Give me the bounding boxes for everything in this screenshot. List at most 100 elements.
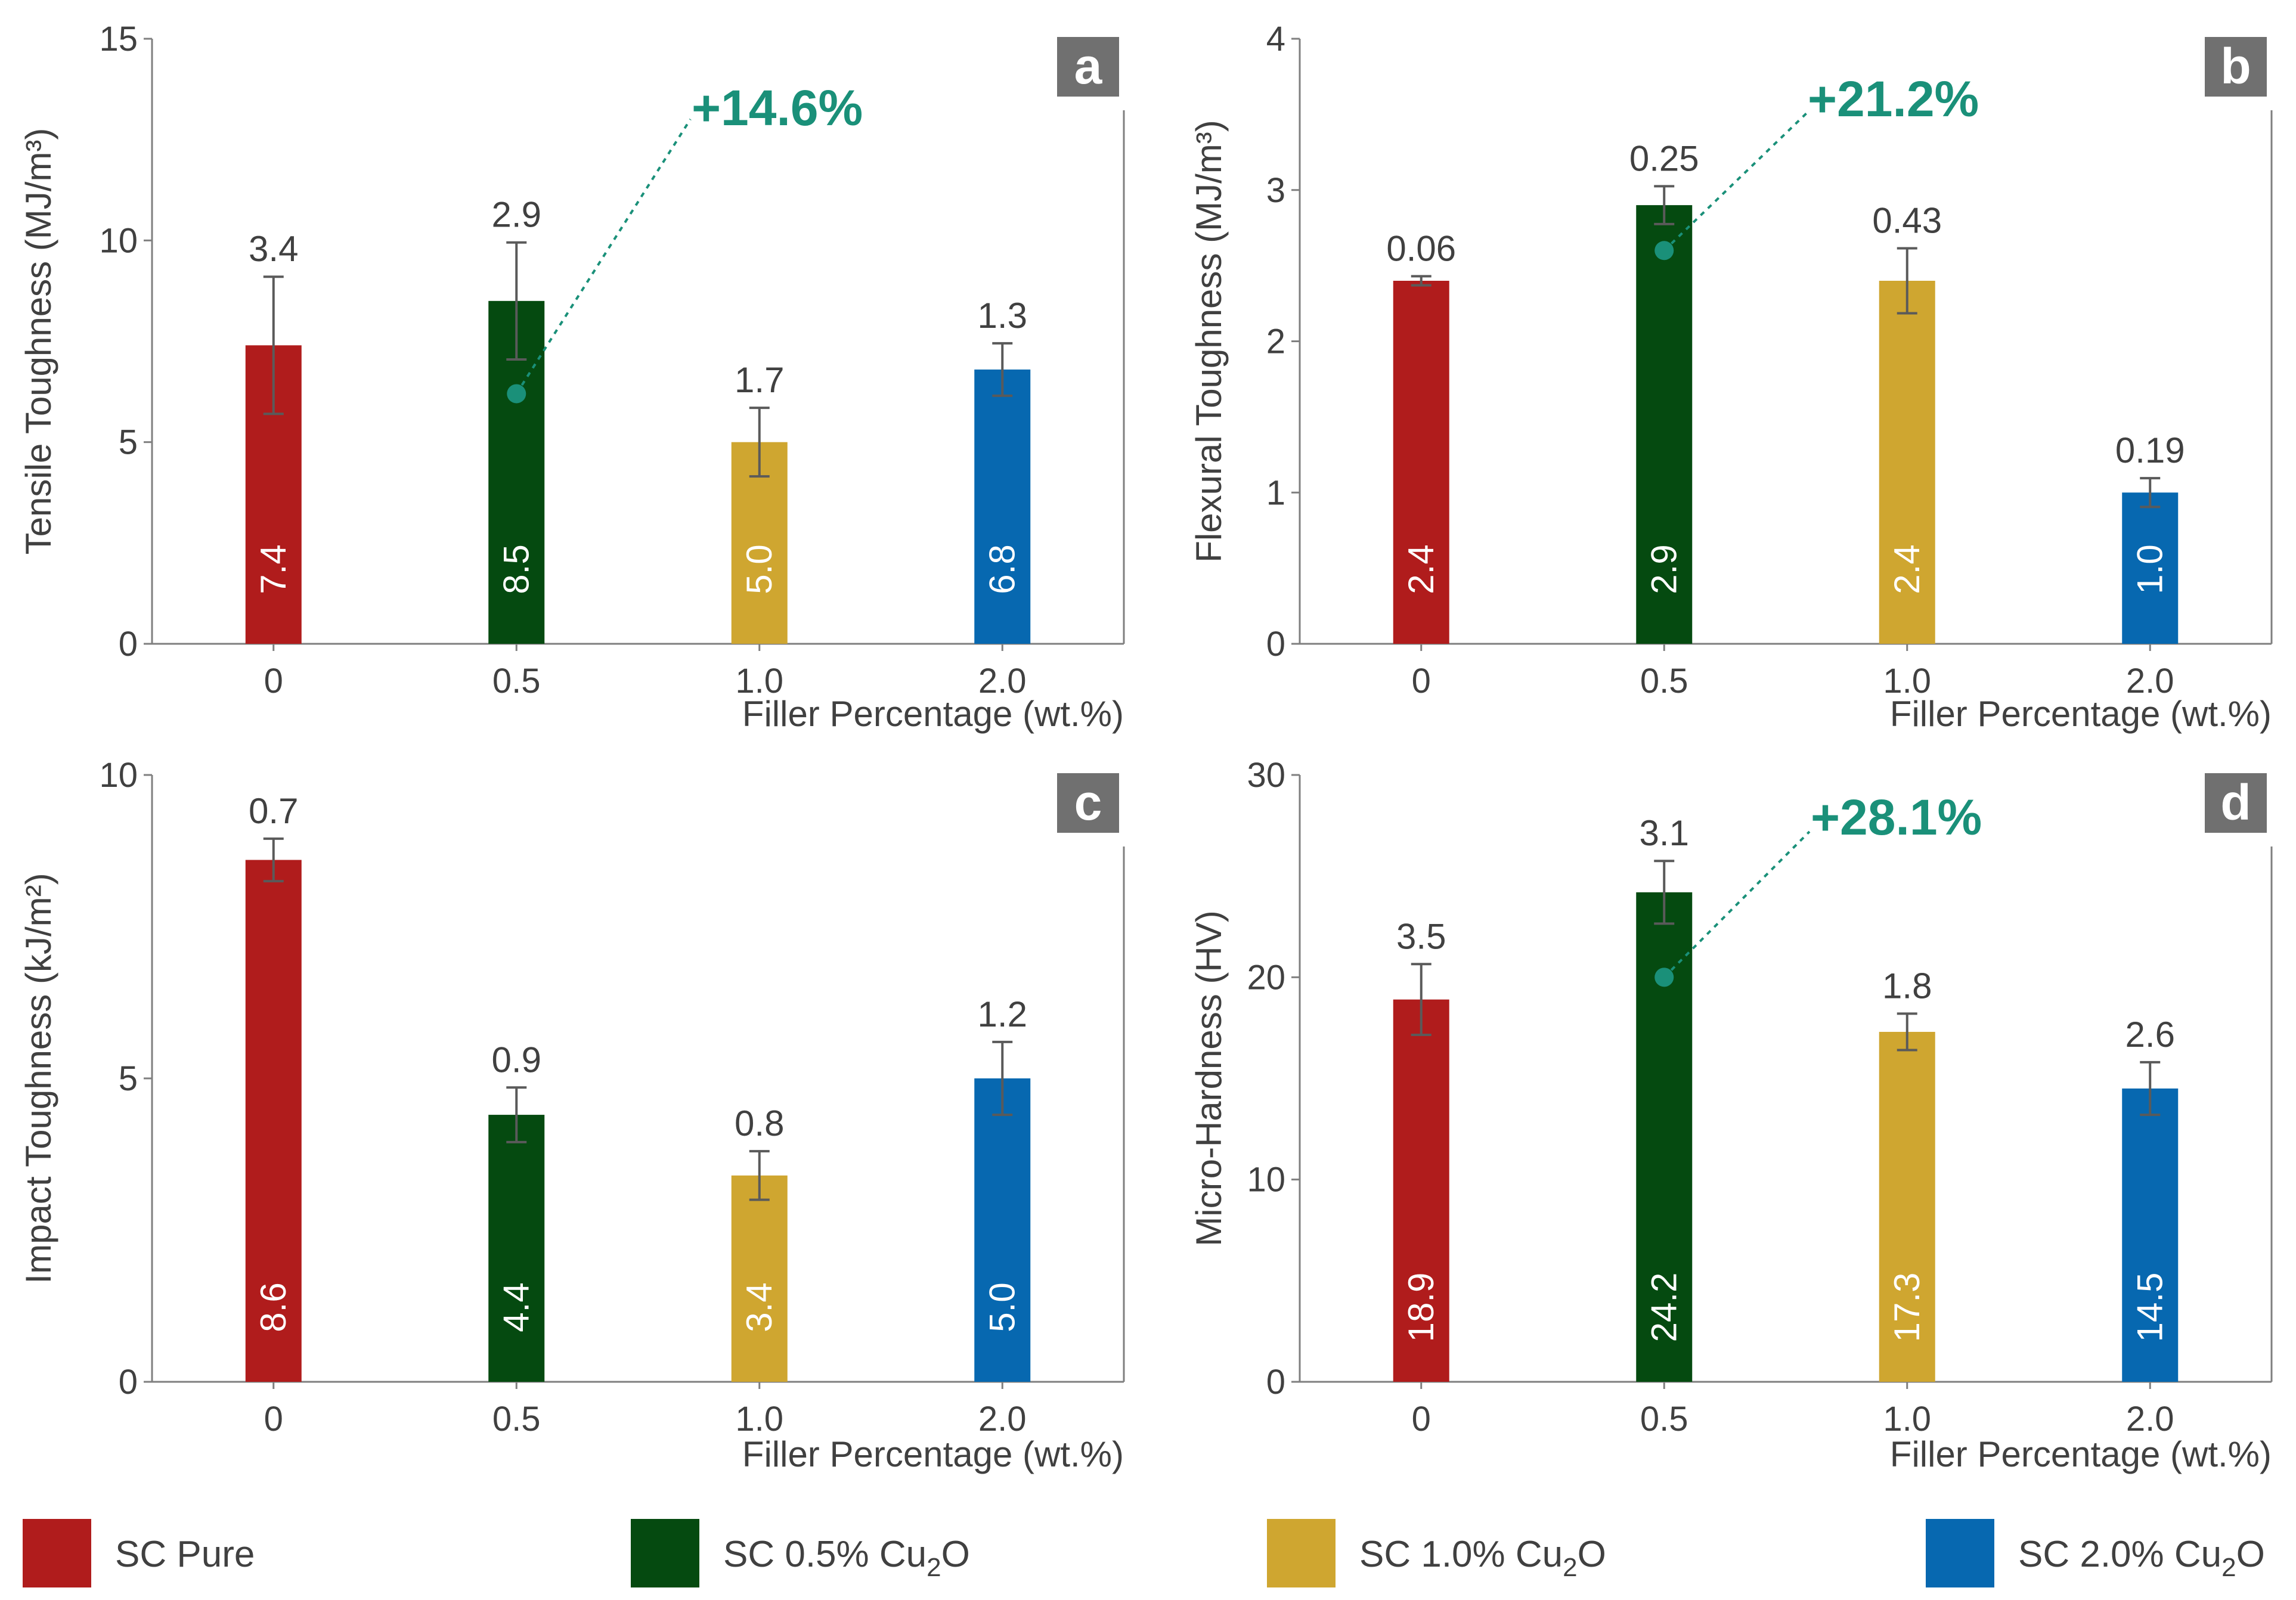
bar-value-label: 24.2 xyxy=(1644,1273,1684,1342)
bar xyxy=(2122,1088,2179,1382)
x-tick-label: 1.0 xyxy=(735,1400,783,1438)
improvement-annotation: +28.1% xyxy=(1811,789,1982,845)
legend-swatch xyxy=(23,1519,91,1587)
bar-value-label: 7.4 xyxy=(253,544,293,594)
x-tick-label: 0.5 xyxy=(1640,662,1688,700)
bar xyxy=(974,369,1031,644)
y-tick-label: 5 xyxy=(119,1059,138,1098)
legend-label-subscript: 2 xyxy=(927,1553,941,1582)
annotation-marker xyxy=(1654,968,1674,987)
legend-label-text: SC 2.0% Cu xyxy=(2018,1534,2221,1575)
y-tick-label: 10 xyxy=(1247,1161,1285,1199)
bar-value-label: 2.4 xyxy=(1401,544,1441,594)
x-tick-label: 0 xyxy=(1412,662,1431,700)
bar-value-label: 3.4 xyxy=(739,1282,779,1332)
panel-letter-badge: b xyxy=(2205,37,2267,97)
error-label: 2.9 xyxy=(492,195,541,235)
x-tick-label: 1.0 xyxy=(735,662,783,700)
bar-value-label: 5.0 xyxy=(982,1282,1022,1332)
x-axis-title: Filler Percentage (wt.%) xyxy=(1890,694,2272,734)
error-label: 0.19 xyxy=(2115,430,2185,470)
improvement-annotation: +21.2% xyxy=(1808,71,1979,127)
y-tick-label: 10 xyxy=(99,756,138,795)
legend-label: SC Pure xyxy=(115,1534,255,1575)
bar xyxy=(488,1115,545,1382)
bar-value-label: 6.8 xyxy=(982,544,1022,594)
annotation-marker xyxy=(507,384,526,404)
error-label: 3.1 xyxy=(1640,813,1689,853)
panel-letter-badge: c xyxy=(1057,773,1119,833)
error-label: 0.8 xyxy=(735,1103,784,1143)
y-axis-title: Micro-Hardness (HV) xyxy=(1189,910,1229,1246)
improvement-annotation: +14.6% xyxy=(692,80,863,136)
legend-label: SC 2.0% Cu2O xyxy=(2018,1534,2265,1582)
y-tick-label: 0 xyxy=(1266,1363,1285,1401)
x-tick-label: 2.0 xyxy=(978,1400,1027,1438)
error-label: 1.8 xyxy=(1882,966,1932,1006)
annotation-leader-line xyxy=(515,118,692,395)
x-tick-label: 0.5 xyxy=(492,662,541,700)
bar-value-label: 4.4 xyxy=(496,1282,536,1332)
x-tick-label: 2.0 xyxy=(978,662,1027,700)
bar-value-label: 8.5 xyxy=(496,544,536,594)
error-label: 0.7 xyxy=(249,791,298,831)
error-label: 0.06 xyxy=(1386,228,1456,268)
bar-value-label: 1.0 xyxy=(2130,544,2170,594)
bar-value-label: 14.5 xyxy=(2130,1273,2170,1342)
error-label: 1.7 xyxy=(735,360,784,400)
panel-letter-box xyxy=(1057,37,1119,97)
panel-letter: a xyxy=(1074,38,1103,94)
y-tick-label: 30 xyxy=(1247,756,1285,795)
y-tick-label: 10 xyxy=(99,221,138,260)
legend-swatch xyxy=(1267,1519,1336,1587)
panel-letter: d xyxy=(2220,774,2251,830)
error-label: 0.9 xyxy=(492,1040,541,1080)
legend: SC Pure SC 0.5% Cu2O SC 1.0% Cu2O SC 2.0% C… xyxy=(23,1519,2265,1587)
legend-item: SC 2.0% Cu2O xyxy=(1926,1519,2265,1587)
y-tick-label: 1 xyxy=(1266,473,1285,512)
bar-value-label: 17.3 xyxy=(1887,1273,1927,1342)
legend-item: SC Pure xyxy=(23,1519,255,1587)
y-axis-title: Tensile Toughness (MJ/m³) xyxy=(18,128,58,555)
bar-value-label: 2.4 xyxy=(1887,544,1927,594)
x-axis-title: Filler Percentage (wt.%) xyxy=(1890,1434,2272,1474)
bar-value-label: 18.9 xyxy=(1401,1273,1441,1342)
legend-label-text: SC 1.0% Cu xyxy=(1359,1534,1563,1575)
panel-letter: b xyxy=(2220,38,2251,94)
legend-label-subscript: 2 xyxy=(2221,1553,2236,1582)
bar xyxy=(974,1078,1031,1382)
x-tick-label: 1.0 xyxy=(1883,662,1931,700)
legend-label-suffix: O xyxy=(1578,1534,1606,1575)
x-axis-title: Filler Percentage (wt.%) xyxy=(742,1434,1124,1474)
bar xyxy=(1879,281,1935,644)
legend-label-suffix: O xyxy=(2236,1534,2265,1575)
bar xyxy=(245,860,302,1382)
x-tick-label: 0 xyxy=(264,662,283,700)
bar xyxy=(2122,492,2179,644)
bar xyxy=(1393,999,1449,1382)
y-tick-label: 0 xyxy=(119,1363,138,1401)
error-label: 1.3 xyxy=(978,296,1027,336)
y-tick-label: 20 xyxy=(1247,958,1285,997)
bar-value-label: 8.6 xyxy=(253,1282,293,1332)
y-tick-label: 3 xyxy=(1266,171,1285,210)
legend-item: SC 0.5% Cu2O xyxy=(631,1519,970,1587)
x-tick-label: 1.0 xyxy=(1883,1400,1931,1438)
y-tick-label: 15 xyxy=(99,20,138,58)
panel-letter-box xyxy=(2205,37,2267,97)
panel-letter-box xyxy=(2205,773,2267,833)
x-tick-label: 2.0 xyxy=(2126,662,2174,700)
legend-swatch xyxy=(1926,1519,1994,1587)
panel-letter: c xyxy=(1074,774,1102,830)
bar xyxy=(731,1175,788,1382)
legend-swatch xyxy=(631,1519,699,1587)
y-tick-label: 5 xyxy=(119,423,138,462)
x-axis-title: Filler Percentage (wt.%) xyxy=(742,694,1124,734)
y-tick-label: 0 xyxy=(1266,625,1285,663)
error-label: 0.43 xyxy=(1872,200,1942,240)
panel-letter-box xyxy=(1057,773,1119,833)
